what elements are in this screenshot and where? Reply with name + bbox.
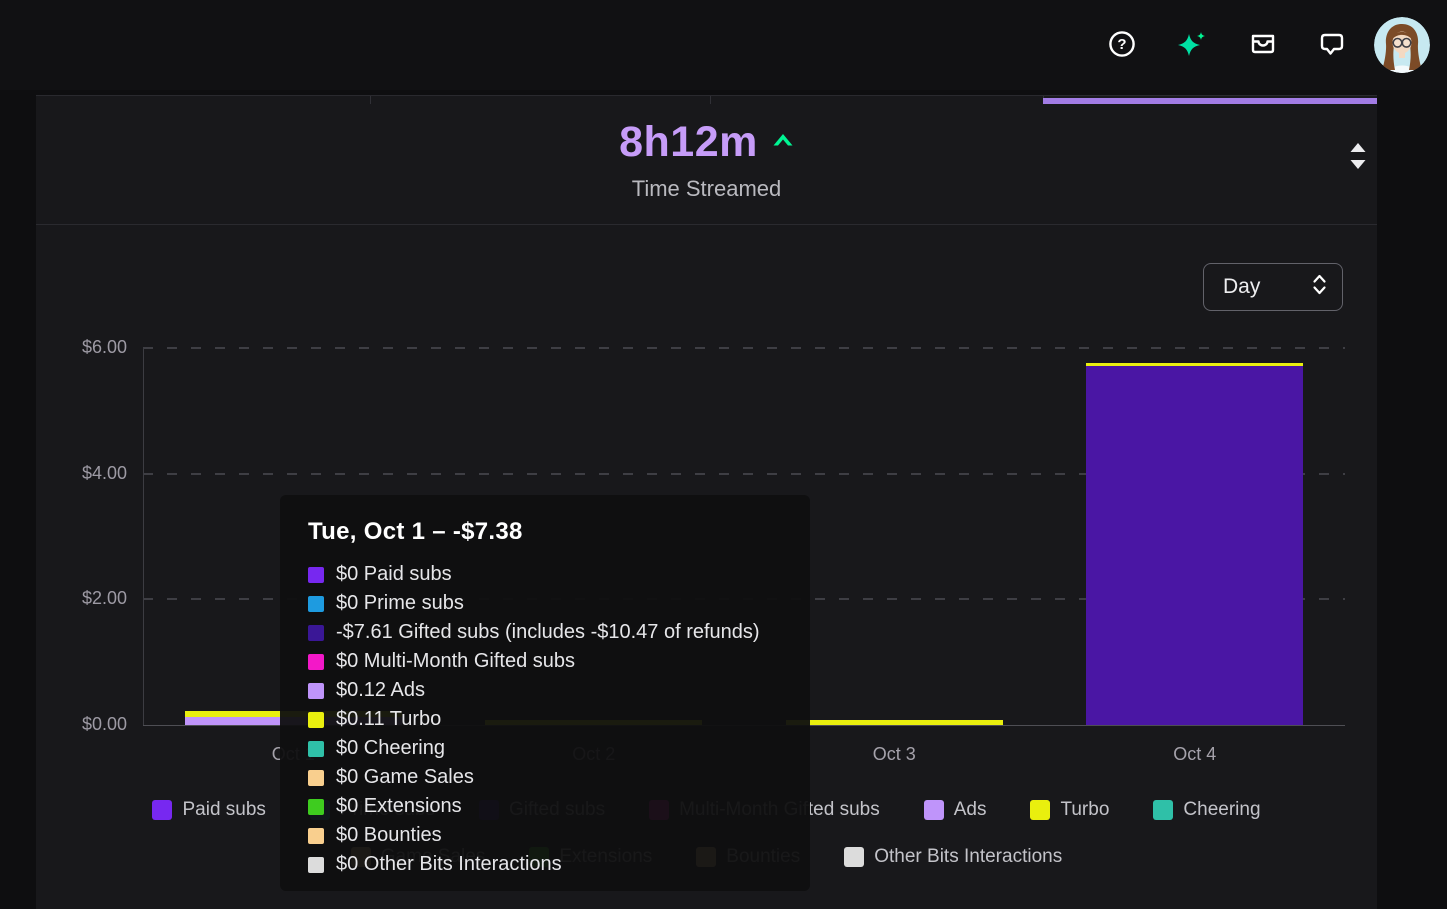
y-axis-tick: $0.00 [81, 714, 127, 734]
tooltip-item-swatch [308, 682, 324, 699]
tooltip-item-text: $0 Bounties [336, 824, 442, 846]
y-axis-line [143, 348, 144, 725]
legend-swatch [844, 847, 865, 867]
legend-item-cheering[interactable]: Cheering [1153, 799, 1261, 821]
x-axis-label: Oct 3 [872, 744, 916, 764]
tooltip-item: -$7.61 Gifted subs (includes -$10.47 of … [308, 618, 784, 647]
section-divider [36, 224, 1377, 225]
tooltip-item-swatch [308, 566, 324, 583]
tooltip-item-text: $0 Other Bits Interactions [336, 853, 562, 875]
tooltip-item-swatch [308, 595, 324, 612]
legend-swatch [923, 800, 944, 820]
inbox-icon [1247, 28, 1279, 63]
tooltip-item: $0 Extensions [308, 792, 784, 821]
gridline [143, 472, 1345, 475]
chat-bubble-icon [1316, 28, 1348, 63]
inbox-button[interactable] [1241, 23, 1285, 67]
tooltip-item: $0 Prime subs [308, 589, 784, 618]
tooltip-item: $0.11 Turbo [308, 705, 784, 734]
ai-features-button[interactable] [1170, 23, 1214, 67]
selected-stat-underline [1043, 98, 1377, 104]
user-avatar[interactable] [1374, 17, 1430, 73]
tooltip-item-text: $0 Prime subs [336, 592, 464, 614]
tooltip-item: $0 Paid subs [308, 560, 784, 589]
tooltip-item-text: $0.12 Ads [336, 679, 425, 701]
legend-label: Ads [953, 799, 987, 820]
trend-up-caret-icon [772, 132, 794, 153]
legend-label: Cheering [1183, 799, 1261, 820]
whispers-button[interactable] [1310, 23, 1354, 67]
tooltip-item-text: $0 Game Sales [336, 766, 474, 788]
tooltip-item-swatch [308, 827, 324, 844]
legend-swatch [1030, 800, 1051, 820]
tooltip-item-swatch [308, 711, 324, 728]
tooltip-item: $0 Cheering [308, 734, 784, 763]
tooltip-item-swatch [308, 856, 324, 873]
tooltip-item-text: $0 Cheering [336, 737, 445, 759]
stat-label: Time Streamed [631, 176, 782, 201]
tooltip-item-swatch [308, 798, 324, 815]
top-navigation-bar: ? [0, 0, 1447, 90]
sort-arrows-icon[interactable] [1349, 142, 1367, 177]
y-axis-tick: $6.00 [81, 337, 127, 358]
tooltip-item-list: $0 Paid subs $0 Prime subs -$7.61 Gifted s… [308, 560, 784, 879]
interval-select[interactable]: Day [1203, 263, 1343, 311]
x-axis-label: Oct 4 [1173, 744, 1217, 764]
svg-text:?: ? [1117, 36, 1126, 53]
bar-oct-3-turbo[interactable] [785, 719, 1003, 725]
help-icon: ? [1106, 28, 1138, 63]
chevron-up-down-icon [1312, 273, 1327, 302]
bar-oct-4-turbo[interactable] [1086, 362, 1304, 366]
legend-swatch [152, 800, 173, 820]
tooltip-title: Tue, Oct 1 – -$7.38 [308, 518, 523, 545]
bar-oct-4-gifted-subs[interactable] [1086, 365, 1304, 725]
y-axis-tick: $2.00 [81, 588, 127, 609]
tooltip-item-text: -$7.61 Gifted subs (includes -$10.47 of … [336, 621, 760, 643]
tooltip-item: $0 Game Sales [308, 763, 784, 792]
legend-item-turbo[interactable]: Turbo [1030, 799, 1109, 821]
y-axis-tick: $4.00 [81, 462, 127, 483]
help-button[interactable]: ? [1100, 23, 1144, 67]
tooltip-item: $0 Multi-Month Gifted subs [308, 647, 784, 676]
stat-card-divider [370, 96, 371, 104]
tooltip-item-swatch [308, 624, 324, 641]
tooltip-item-swatch [308, 769, 324, 786]
legend-label: Paid subs [182, 799, 266, 820]
sparkles-icon [1176, 28, 1208, 63]
legend-label: Other Bits Interactions [874, 846, 1063, 867]
time-streamed-stat[interactable]: 8h12m [36, 118, 1377, 167]
tooltip-item: $0 Other Bits Interactions [308, 850, 784, 879]
legend-item-paid-subs[interactable]: Paid subs [152, 799, 266, 821]
tooltip-item: $0 Bounties [308, 821, 784, 850]
analytics-panel: 8h12m Time Streamed Day [36, 95, 1377, 909]
tooltip-item-swatch [308, 740, 324, 757]
tooltip-item-text: $0 Multi-Month Gifted subs [336, 650, 575, 672]
legend-label: Turbo [1060, 799, 1110, 820]
tooltip-item-text: $0 Paid subs [336, 563, 452, 585]
stat-value: 8h12m [619, 118, 758, 166]
chart-tooltip: Tue, Oct 1 – -$7.38 $0 Paid subs $0 Prime… [280, 495, 810, 891]
tooltip-item-text: $0.11 Turbo [336, 708, 442, 730]
legend-item-other-bits-interactions[interactable]: Other Bits Interactions [844, 846, 1062, 868]
legend-item-ads[interactable]: Ads [923, 799, 987, 821]
tooltip-item: $0.12 Ads [308, 676, 784, 705]
stat-card-divider [710, 96, 711, 104]
tooltip-item-swatch [308, 653, 324, 670]
tooltip-item-text: $0 Extensions [336, 795, 462, 817]
gridline [143, 347, 1345, 350]
legend-swatch [1153, 800, 1174, 820]
interval-select-value: Day [1223, 275, 1261, 298]
